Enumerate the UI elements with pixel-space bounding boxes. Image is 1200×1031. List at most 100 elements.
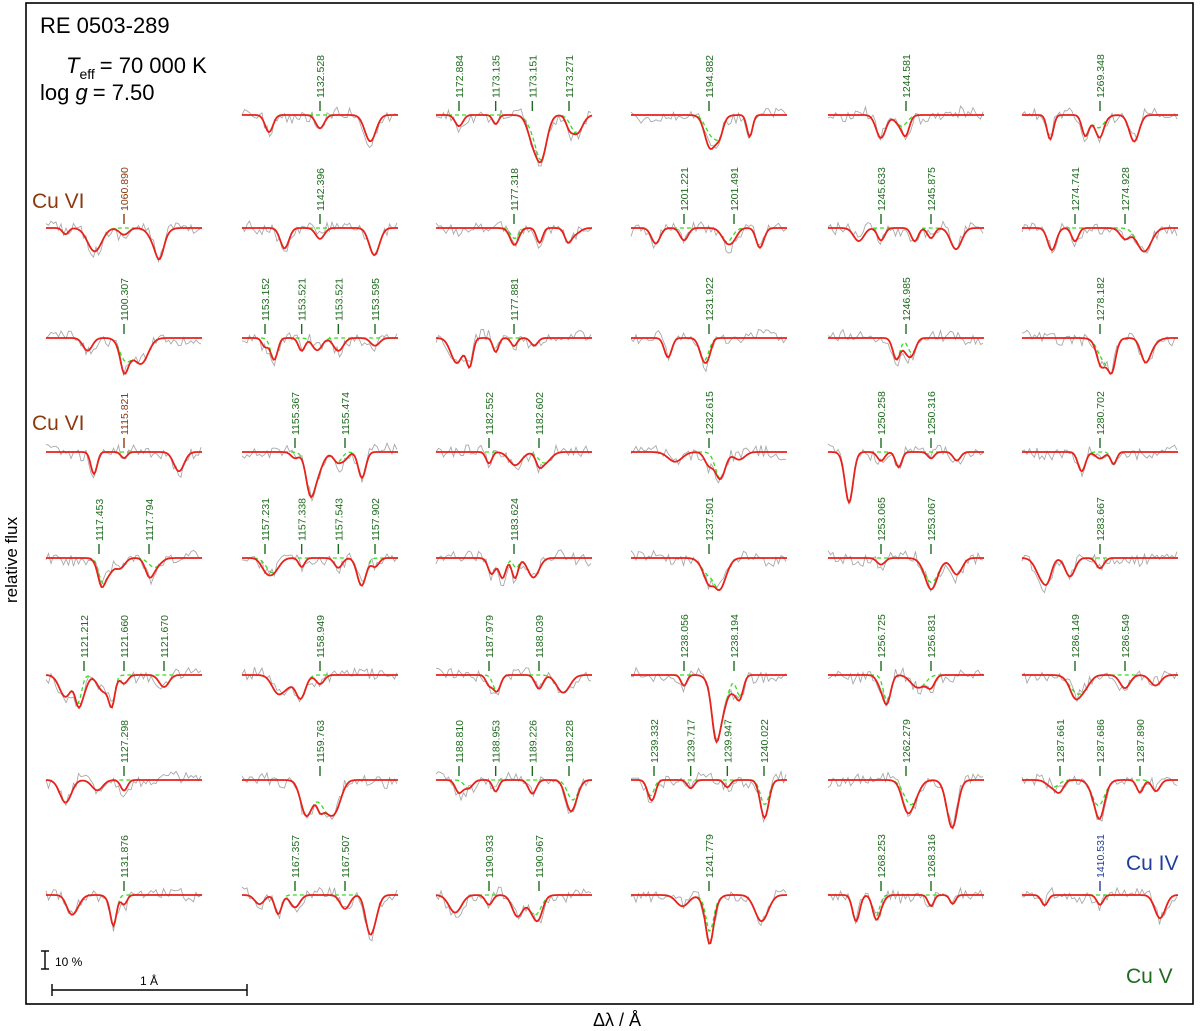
model-spectrum [631,779,787,820]
line-label-1132-528: 1132.528 [315,55,327,98]
line-label-1173-151: 1173.151 [527,55,539,98]
observed-spectrum [630,328,787,373]
line-label-1410-531: 1410.531 [1095,834,1107,878]
observed-spectrum [45,443,202,479]
model-spectrum [828,557,984,591]
ion-label-cu6-b: Cu VI [32,412,85,435]
spectrum-panel: 1153.152 1153.521 1153.521 1153.595 [241,278,398,367]
teff-value: = 70 000 K [100,53,207,78]
model-spectrum [828,337,984,361]
spectrum-panel: 1250.258 1250.316 [827,391,984,505]
spectrum-panel: 1287.661 1287.686 1287.890 [1021,719,1178,822]
line-label-1182-602: 1182.602 [534,392,546,435]
spectrum-panel: 1188.810 1188.953 1189.226 1189.228 [435,720,593,814]
spectrum-panel: 1121.212 1121.660 1121.670 [45,615,202,710]
line-label-1157-231: 1157.231 [260,498,272,541]
ion-label-cu4: Cu IV [1126,852,1179,875]
spectrum-panel: 1274.741 1274.928 [1021,167,1178,254]
teff-symbol: T [66,53,81,78]
model-spectrum [242,894,398,936]
line-label-1256-725: 1256.725 [876,614,888,658]
line-label-1157-902: 1157.902 [370,498,382,541]
observed-spectrum [45,887,202,932]
model-spectrum [46,557,202,588]
model-spectrum [1022,114,1178,143]
spectrum-panel: 1177.881 [435,278,592,370]
model-spectrum [46,779,202,804]
model-spectrum [242,674,398,701]
line-label-1278-182: 1278.182 [1095,277,1107,321]
model-spectrum [1022,779,1178,820]
line-label-1188-039: 1188.039 [534,615,546,658]
spectrum-panel: 1194.882 [630,55,787,150]
line-label-1121-670: 1121.670 [159,615,171,658]
line-label-1142-396: 1142.396 [315,168,327,211]
ion-label-cu6-a: Cu VI [32,190,85,213]
panels-layer: 1060.890 1100.307 1115.821 1117.453 1117.794… [45,54,1179,945]
line-label-1240-022: 1240.022 [759,719,771,763]
observed-spectrum [45,330,202,376]
spectrum-panel: 1268.253 1268.316 [827,834,984,924]
flux-scale-label: 10 % [55,955,83,969]
spectrum-panel: 1100.307 [45,278,202,376]
model-spectrum [1022,337,1178,375]
observed-spectrum [45,666,202,707]
line-label-1239-717: 1239.717 [686,719,698,763]
line-label-1127-298: 1127.298 [119,720,131,763]
plot-frame [25,2,1194,1005]
spectrum-panel: 1115.821 [45,393,202,479]
line-label-1256-831: 1256.831 [926,614,938,658]
teff-label: Teff = 70 000 K [66,53,207,82]
line-label-1238-194: 1238.194 [729,614,741,658]
observed-spectrum [827,550,984,593]
spectrum-panel: 1232.615 [630,391,787,484]
spectrum-panel: 1201.221 1201.491 [630,167,787,254]
logg-prefix: log [40,80,75,105]
model-spectrum [242,557,398,587]
model-spectrum [242,337,398,361]
observed-spectrum [241,666,398,703]
model-without-copper [1056,227,1144,252]
line-label-1157-338: 1157.338 [297,498,309,541]
observed-spectrum [45,549,202,587]
line-label-1187-979: 1187.979 [484,615,496,658]
model-spectrum [1022,894,1179,920]
line-label-1159-763: 1159.763 [315,720,327,763]
model-without-copper [495,560,533,580]
spectrum-panel: 1241.779 [630,834,787,945]
line-label-1268-316: 1268.316 [926,834,938,878]
observed-spectrum [241,332,398,367]
spectrum-panel: 1286.149 1286.549 [1021,614,1178,702]
line-label-1157-543: 1157.543 [333,498,345,541]
observed-spectrum [435,667,592,696]
model-spectrum [436,674,592,694]
flux-scale-bar [41,950,49,970]
line-label-1239-947: 1239.947 [722,719,734,763]
line-label-1121-660: 1121.660 [119,615,131,658]
line-label-1241-779: 1241.779 [704,834,716,878]
spectrum-panel: 1183.624 [435,498,592,587]
spectrum-panel: 1246.985 [827,277,984,367]
model-without-copper [887,779,925,806]
observed-spectrum [435,549,592,587]
model-spectrum [45,674,202,710]
line-label-1190-967: 1190.967 [534,835,546,878]
line-label-1167-357: 1167.357 [290,835,302,878]
spectrum-panel: 1187.979 1188.039 [435,615,592,696]
model-spectrum [828,674,984,706]
observed-spectrum [1022,886,1178,925]
line-label-1274-928: 1274.928 [1120,167,1132,211]
observed-spectrum [827,666,984,707]
line-label-1283-667: 1283.667 [1095,497,1107,541]
observed-spectrum [435,443,592,474]
observed-spectrum [1021,773,1178,822]
line-label-1189-228: 1189.228 [564,720,576,763]
model-spectrum [46,227,202,261]
spectrum-panel: 1117.453 1117.794 [45,499,202,588]
line-label-1173-271: 1173.271 [564,55,576,98]
line-label-1280-702: 1280.702 [1095,391,1107,435]
model-spectrum [242,114,398,143]
model-spectrum [46,337,202,375]
line-label-1245-633: 1245.633 [876,167,888,211]
